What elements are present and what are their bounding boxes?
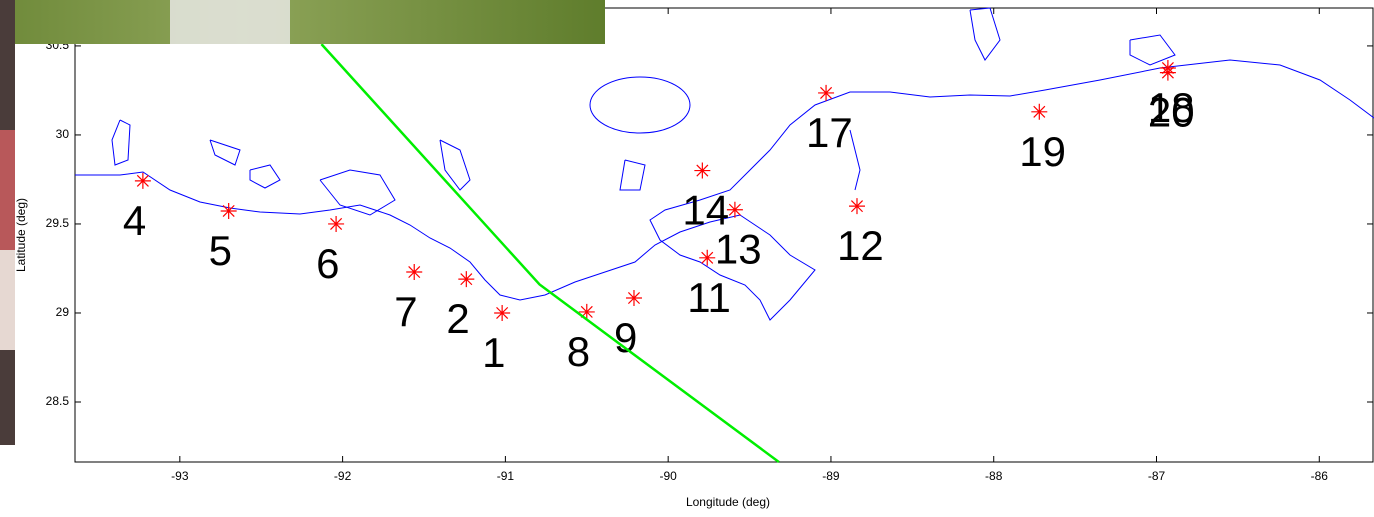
station-label: 6 [316, 240, 339, 287]
station-marker [626, 290, 642, 306]
x-tick-label: -91 [497, 469, 515, 483]
y-tick-label: 30 [56, 127, 70, 141]
station-label: 14 [682, 187, 729, 234]
station-marker [1031, 104, 1047, 120]
y-tick-label: 29.5 [46, 216, 70, 230]
chart: -93-92-91-90-89-88-87-8628.52929.53030.5… [0, 0, 1374, 512]
x-tick-label: -88 [985, 469, 1003, 483]
station-marker [694, 163, 710, 179]
x-tick-label: -90 [659, 469, 677, 483]
y-tick-label: 29 [56, 305, 70, 319]
station-marker [1160, 65, 1176, 81]
x-tick-label: -87 [1148, 469, 1166, 483]
station-label: 2 [446, 295, 469, 342]
station-marker [579, 304, 595, 320]
x-tick-label: -86 [1311, 469, 1329, 483]
station-label: 20 [1148, 89, 1195, 136]
y-tick-label: 28.5 [46, 394, 70, 408]
station-label: 5 [209, 227, 232, 274]
x-tick-label: -92 [334, 469, 352, 483]
station-label: 8 [567, 328, 590, 375]
station-label: 7 [394, 288, 417, 335]
x-tick-label: -89 [822, 469, 840, 483]
x-tick-label: -93 [171, 469, 189, 483]
station-label: 4 [123, 197, 146, 244]
station-label: 12 [837, 222, 884, 269]
station-label: 17 [806, 109, 853, 156]
y-axis-label: Latitude (deg) [14, 198, 28, 272]
station-label: 19 [1019, 128, 1066, 175]
station-label: 1 [482, 329, 505, 376]
station-label: 11 [687, 274, 731, 321]
x-axis-label: Longitude (deg) [686, 495, 770, 509]
station-marker [406, 264, 422, 280]
station-marker [494, 305, 510, 321]
station-marker [221, 203, 237, 219]
station-marker [458, 271, 474, 287]
station-marker [818, 85, 834, 101]
